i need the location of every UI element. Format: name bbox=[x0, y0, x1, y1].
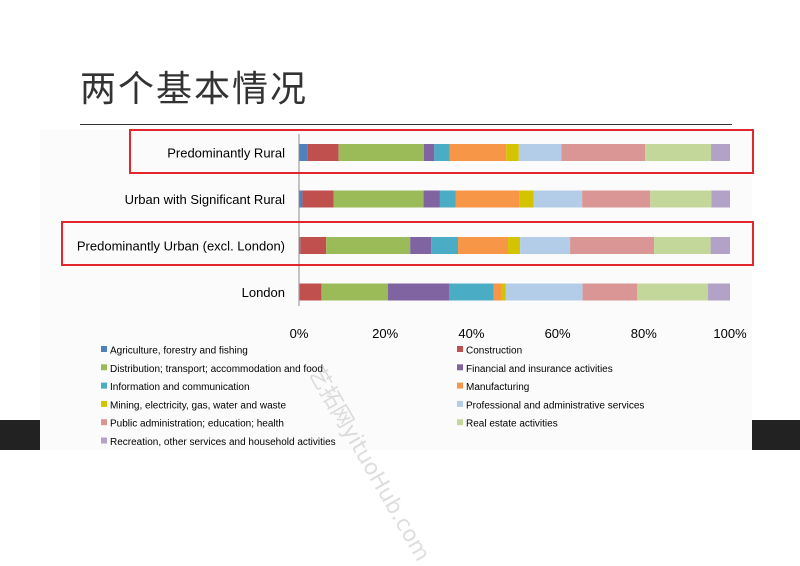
x-tick-label: 100% bbox=[713, 326, 747, 341]
bar-segment-predominantly-rural-construction bbox=[307, 144, 339, 161]
legend-label-professional-and-administrative-services: Professional and administrative services bbox=[466, 400, 644, 411]
legend-label-real-estate-activities: Real estate activities bbox=[466, 419, 558, 430]
highlight-box-predominantly-rural bbox=[129, 129, 754, 174]
bar-segment-predominantly-rural-public-administration-education-health bbox=[561, 144, 646, 161]
legend-swatch-mining-electricity-gas-water-and-waste bbox=[101, 400, 107, 407]
bar-segment-predominantly-urban-excl-london-construction bbox=[300, 237, 327, 254]
bar-segment-urban-with-significant-rural-real-estate-activities bbox=[650, 190, 712, 208]
bar-segment-predominantly-rural-financial-and-insurance-activities bbox=[423, 144, 435, 161]
bar-segment-london-manufacturing bbox=[493, 283, 502, 301]
highlight-box-predominantly-urban bbox=[61, 221, 754, 266]
legend-swatch-information-and-communication bbox=[101, 382, 107, 389]
bar-segment-predominantly-rural-recreation-other-services-and-household-activities bbox=[711, 144, 730, 161]
bar-segment-london-distribution-transport-accommodation-and-food bbox=[321, 283, 388, 301]
bar-segment-predominantly-rural-distribution-transport-accommodation-and-food bbox=[338, 144, 424, 161]
bar-segment-predominantly-urban-excl-london-professional-and-administrative-services bbox=[520, 237, 571, 254]
category-label-london: London bbox=[242, 285, 285, 300]
bar-segment-predominantly-rural-agriculture-forestry-and-fishing bbox=[299, 144, 308, 161]
bar-segment-london-recreation-other-services-and-household-activities bbox=[708, 283, 730, 301]
stacked-bar-chart: Predominantly Rural Urban with Significan… bbox=[77, 134, 747, 448]
legend-swatch-construction bbox=[457, 346, 463, 352]
bar-segment-predominantly-rural-professional-and-administrative-services bbox=[518, 144, 562, 161]
legend-swatch-public-administration-education-health bbox=[101, 419, 107, 426]
bar-segment-predominantly-rural-mining-electricity-gas-water-and-waste bbox=[506, 144, 519, 161]
bar-segment-urban-with-significant-rural-mining-electricity-gas-water-and-waste bbox=[519, 190, 534, 208]
bar-segment-urban-with-significant-rural-public-administration-education-health bbox=[582, 190, 651, 208]
legend-swatch-recreation-other-services-and-household-activities bbox=[101, 437, 107, 444]
legend-swatch-agriculture-forestry-and-fishing bbox=[101, 346, 107, 352]
bar-segment-london-mining-electricity-gas-water-and-waste bbox=[501, 283, 506, 301]
bar-segment-urban-with-significant-rural-construction bbox=[302, 190, 334, 208]
category-label-urban-with-significant-rural: Urban with Significant Rural bbox=[125, 192, 286, 207]
bar-segment-urban-with-significant-rural-distribution-transport-accommodation-and-food bbox=[333, 190, 424, 208]
legend-label-construction: Construction bbox=[466, 346, 522, 357]
bar-segment-predominantly-urban-excl-london-mining-electricity-gas-water-and-waste bbox=[508, 237, 521, 254]
legend-label-public-administration-education-health: Public administration; education; health bbox=[110, 419, 284, 430]
legend-swatch-financial-and-insurance-activities bbox=[457, 364, 463, 371]
bar-segment-predominantly-urban-excl-london-manufacturing bbox=[458, 237, 509, 254]
bar-segment-london-construction bbox=[299, 283, 322, 301]
x-tick-label: 20% bbox=[372, 326, 398, 341]
left-dark-bar bbox=[0, 420, 40, 450]
bar-segment-urban-with-significant-rural-financial-and-insurance-activities bbox=[423, 190, 440, 208]
x-tick-label: 40% bbox=[458, 326, 484, 341]
legend-label-financial-and-insurance-activities: Financial and insurance activities bbox=[466, 364, 613, 375]
legend-swatch-professional-and-administrative-services bbox=[457, 400, 463, 407]
bar-segment-predominantly-urban-excl-london-real-estate-activities bbox=[654, 237, 711, 254]
bar-segment-predominantly-rural-real-estate-activities bbox=[645, 144, 712, 161]
bar-segment-urban-with-significant-rural-agriculture-forestry-and-fishing bbox=[299, 190, 303, 208]
bar-segment-london-public-administration-education-health bbox=[582, 283, 638, 301]
legend-swatch-manufacturing bbox=[457, 382, 463, 389]
bar-segment-london-information-and-communication bbox=[448, 283, 494, 301]
bar-segment-predominantly-rural-manufacturing bbox=[449, 144, 507, 161]
legend-label-manufacturing: Manufacturing bbox=[466, 382, 529, 393]
bar-segment-london-real-estate-activities bbox=[637, 283, 709, 301]
bar-segment-london-financial-and-insurance-activities bbox=[387, 283, 449, 301]
bar-segment-predominantly-urban-excl-london-distribution-transport-accommodation-and-food bbox=[326, 237, 411, 254]
x-tick-label: 0% bbox=[290, 326, 309, 341]
bar-segment-london-professional-and-administrative-services bbox=[505, 283, 583, 301]
x-tick-label: 60% bbox=[545, 326, 571, 341]
bar-segment-predominantly-urban-excl-london-agriculture-forestry-and-fishing bbox=[299, 237, 301, 254]
bar-segment-urban-with-significant-rural-manufacturing bbox=[455, 190, 520, 208]
legend-label-information-and-communication: Information and communication bbox=[110, 382, 250, 393]
bar-segment-predominantly-urban-excl-london-public-administration-education-health bbox=[570, 237, 655, 254]
legend-label-distribution-transport-accommodation-and-food: Distribution; transport; accommodation a… bbox=[110, 364, 323, 375]
bar-segment-predominantly-urban-excl-london-recreation-other-services-and-household-activities bbox=[710, 237, 730, 254]
legend-label-recreation-other-services-and-household-activities: Recreation, other services and household… bbox=[110, 437, 336, 448]
bar-segment-predominantly-urban-excl-london-financial-and-insurance-activities bbox=[410, 237, 432, 254]
bar-segment-urban-with-significant-rural-recreation-other-services-and-household-activities bbox=[711, 190, 730, 208]
slide-title: 两个基本情况 bbox=[80, 69, 309, 110]
category-label-predominantly-urban-excl-london: Predominantly Urban (excl. London) bbox=[77, 239, 285, 254]
bar-segment-urban-with-significant-rural-information-and-communication bbox=[439, 190, 456, 208]
bar-segment-predominantly-urban-excl-london-information-and-communication bbox=[431, 237, 459, 254]
legend-label-agriculture-forestry-and-fishing: Agriculture, forestry and fishing bbox=[110, 346, 248, 357]
x-tick-label: 80% bbox=[631, 326, 657, 341]
bar-segment-urban-with-significant-rural-professional-and-administrative-services bbox=[533, 190, 583, 208]
title-divider bbox=[80, 124, 732, 125]
legend-swatch-distribution-transport-accommodation-and-food bbox=[101, 364, 107, 371]
right-dark-bar bbox=[752, 420, 800, 450]
category-label-predominantly-rural: Predominantly Rural bbox=[167, 146, 285, 161]
legend-swatch-real-estate-activities bbox=[457, 419, 463, 426]
legend-label-mining-electricity-gas-water-and-waste: Mining, electricity, gas, water and wast… bbox=[110, 400, 286, 411]
bar-segment-predominantly-rural-information-and-communication bbox=[434, 144, 450, 161]
